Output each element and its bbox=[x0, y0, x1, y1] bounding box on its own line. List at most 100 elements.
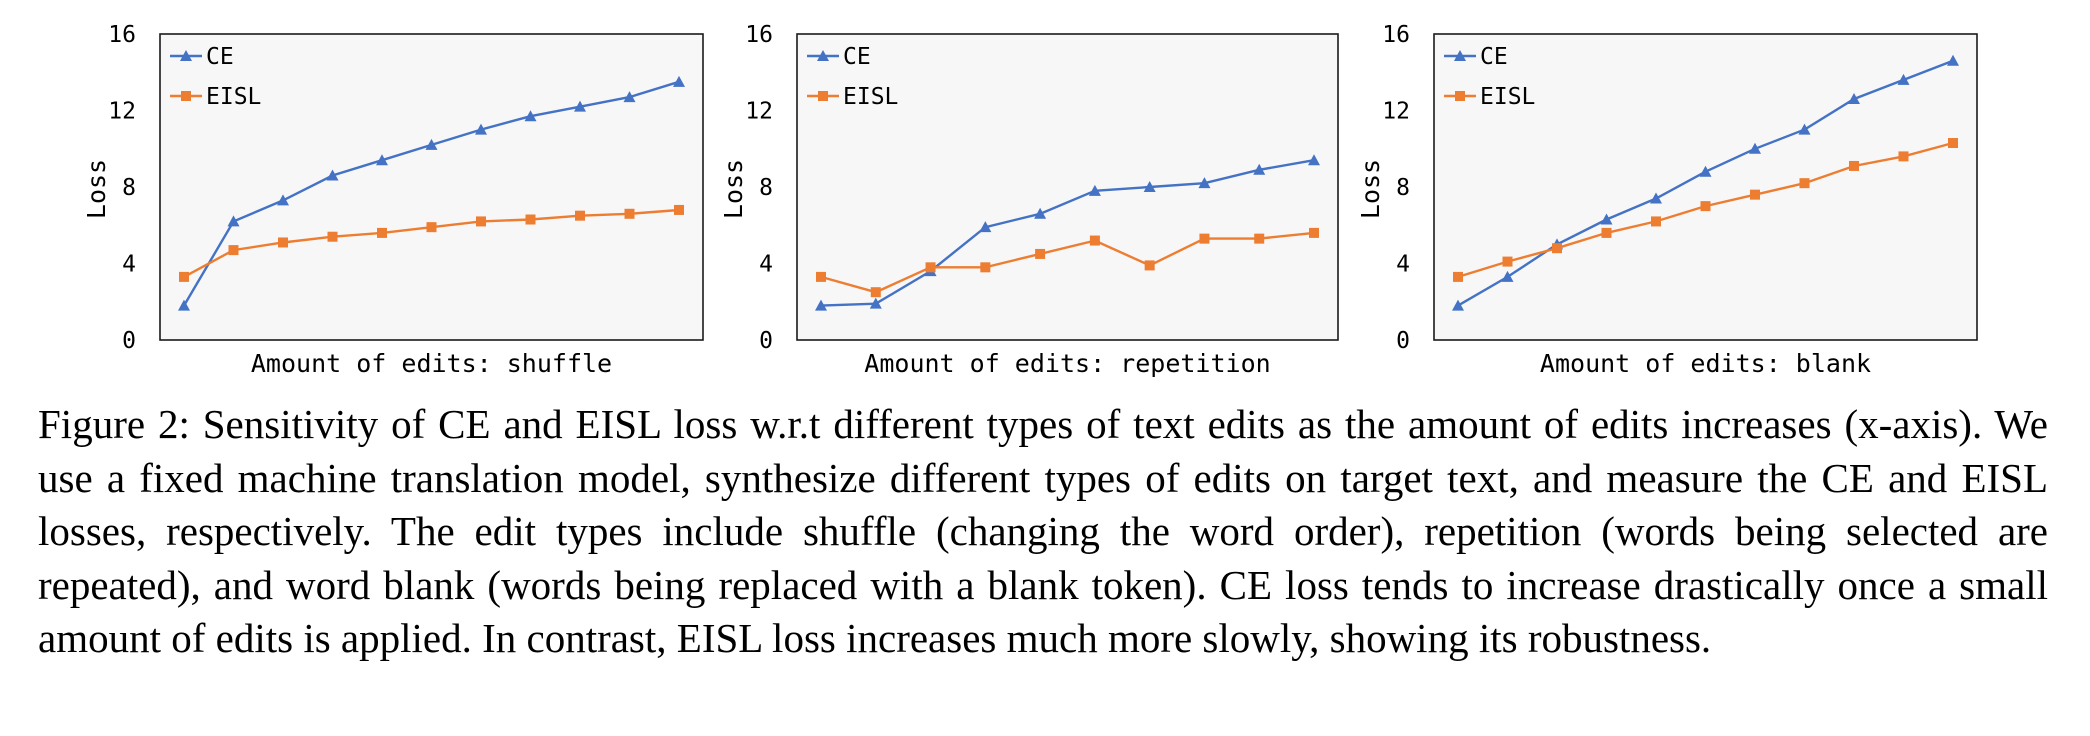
data-point-eisl bbox=[1552, 243, 1562, 254]
data-point-ce bbox=[1452, 299, 1464, 311]
legend-marker-eisl bbox=[1455, 91, 1465, 101]
legend-marker-eisl bbox=[181, 91, 191, 101]
data-point-ce bbox=[1308, 154, 1320, 166]
legend-label-ce: CE bbox=[206, 44, 234, 70]
data-point-eisl bbox=[925, 262, 936, 273]
plot-area bbox=[1433, 33, 1978, 341]
data-point-eisl bbox=[179, 271, 189, 282]
y-tick-label: 4 bbox=[1396, 252, 1410, 278]
y-tick-label: 0 bbox=[759, 328, 773, 354]
data-point-eisl bbox=[1601, 227, 1612, 238]
data-point-ce bbox=[277, 194, 289, 206]
legend-label-eisl: EISL bbox=[1480, 84, 1535, 110]
x-axis-label: Amount of edits: repetition bbox=[864, 349, 1270, 378]
y-tick-label: 8 bbox=[122, 175, 136, 201]
data-point-eisl bbox=[1254, 233, 1265, 244]
data-point-ce bbox=[1198, 177, 1211, 189]
y-tick-label: 0 bbox=[122, 328, 136, 354]
y-tick-label: 16 bbox=[108, 22, 136, 48]
data-point-eisl bbox=[1898, 151, 1909, 162]
y-tick-label: 0 bbox=[1396, 328, 1410, 354]
data-point-eisl bbox=[1035, 248, 1046, 259]
y-axis-label: Loss bbox=[1356, 159, 1385, 219]
data-point-ce bbox=[475, 123, 487, 135]
data-point-eisl bbox=[1199, 233, 1210, 244]
y-axis-label: Loss bbox=[82, 159, 111, 219]
plot-area bbox=[159, 33, 704, 341]
data-point-ce bbox=[574, 100, 586, 112]
data-point-ce bbox=[376, 154, 388, 166]
data-point-ce bbox=[1088, 184, 1101, 196]
data-point-ce bbox=[623, 91, 636, 103]
data-point-ce bbox=[1034, 207, 1047, 219]
data-point-ce bbox=[1253, 163, 1266, 175]
x-axis-label: Amount of edits: blank bbox=[1540, 349, 1871, 378]
legend-marker-ce bbox=[817, 50, 829, 61]
data-point-eisl bbox=[870, 287, 881, 298]
data-point-ce bbox=[1947, 54, 1959, 66]
data-point-ce bbox=[1501, 270, 1514, 282]
chart-panel-3: 0 4 8 12 16 Loss Amount of edits: blank CE EISL bbox=[1356, 22, 1978, 378]
y-tick-label: 16 bbox=[745, 22, 773, 48]
data-point-ce bbox=[326, 169, 339, 181]
data-point-eisl bbox=[1453, 271, 1463, 282]
y-axis-label: Loss bbox=[719, 159, 748, 219]
y-tick-label: 16 bbox=[1382, 22, 1410, 48]
data-point-eisl bbox=[525, 214, 536, 225]
legend-label-eisl: EISL bbox=[206, 84, 261, 110]
data-point-ce bbox=[1600, 213, 1613, 225]
data-point-eisl bbox=[377, 227, 387, 238]
data-point-eisl bbox=[1948, 138, 1958, 149]
y-tick-label: 12 bbox=[745, 99, 773, 125]
data-point-ce bbox=[425, 138, 438, 150]
data-point-ce bbox=[869, 297, 882, 309]
data-point-eisl bbox=[278, 237, 288, 248]
data-point-eisl bbox=[1144, 260, 1155, 271]
data-point-eisl bbox=[1502, 256, 1513, 267]
figure-caption: Figure 2: Sensitivity of CE and EISL los… bbox=[38, 401, 2048, 661]
data-point-eisl bbox=[575, 210, 585, 221]
y-tick-label: 4 bbox=[759, 252, 773, 278]
y-tick-label: 8 bbox=[1396, 175, 1410, 201]
data-point-eisl bbox=[624, 208, 635, 219]
data-point-ce bbox=[673, 75, 685, 87]
data-point-ce bbox=[227, 215, 240, 227]
y-tick-label: 8 bbox=[759, 175, 773, 201]
series-line-ce bbox=[820, 159, 1315, 307]
legend-marker-eisl bbox=[818, 91, 828, 101]
y-tick-label: 12 bbox=[1382, 99, 1410, 125]
legend-marker-ce bbox=[180, 50, 192, 61]
data-point-eisl bbox=[1799, 178, 1810, 189]
data-point-ce bbox=[1897, 73, 1910, 85]
data-point-ce bbox=[815, 299, 827, 311]
data-point-ce bbox=[178, 299, 190, 311]
data-point-eisl bbox=[327, 231, 338, 242]
data-point-eisl bbox=[1849, 160, 1859, 171]
data-point-ce bbox=[524, 110, 537, 122]
data-point-eisl bbox=[1089, 235, 1100, 246]
figure-charts: 0 4 8 12 16 Loss Amount of edits: shuffle CE EIS… bbox=[82, 22, 1978, 378]
data-point-eisl bbox=[816, 271, 826, 282]
series-line-eisl bbox=[820, 231, 1315, 294]
data-point-eisl bbox=[426, 222, 437, 233]
data-point-ce bbox=[1143, 181, 1156, 192]
data-point-eisl bbox=[1700, 201, 1711, 212]
data-point-ce bbox=[1798, 123, 1811, 135]
data-point-eisl bbox=[674, 204, 684, 215]
data-point-ce bbox=[1749, 142, 1761, 154]
data-point-eisl bbox=[1750, 189, 1760, 200]
chart-panel-1: 0 4 8 12 16 Loss Amount of edits: shuffle CE EIS… bbox=[82, 22, 704, 378]
data-point-eisl bbox=[228, 245, 239, 256]
data-point-ce bbox=[979, 221, 992, 233]
legend-marker-ce bbox=[1454, 50, 1466, 61]
legend-label-eisl: EISL bbox=[843, 84, 898, 110]
data-point-eisl bbox=[1651, 216, 1661, 227]
data-point-ce bbox=[1699, 165, 1712, 177]
plot-area bbox=[796, 33, 1339, 341]
legend-label-ce: CE bbox=[1480, 44, 1508, 70]
data-point-eisl bbox=[980, 262, 991, 273]
legend-label-ce: CE bbox=[843, 44, 871, 70]
y-tick-label: 12 bbox=[108, 99, 136, 125]
y-tick-label: 4 bbox=[122, 252, 136, 278]
data-point-ce bbox=[1650, 192, 1662, 204]
